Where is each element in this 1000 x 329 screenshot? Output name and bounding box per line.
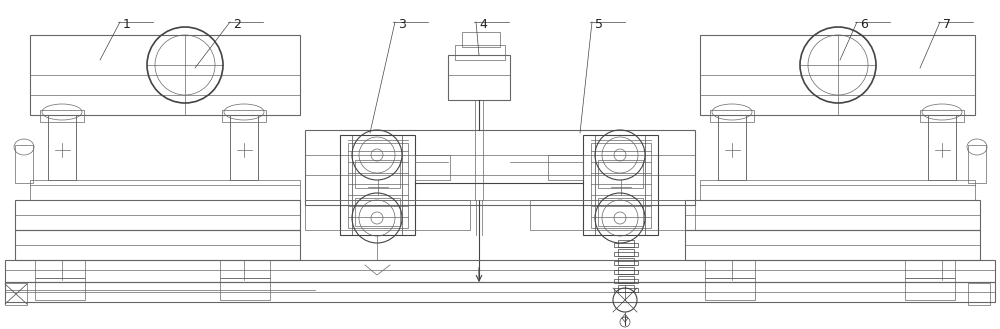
Text: 1: 1	[123, 18, 131, 31]
Bar	[614, 243, 638, 247]
Bar	[220, 278, 270, 300]
Bar	[700, 35, 975, 115]
Bar	[968, 283, 990, 305]
Bar	[618, 240, 634, 247]
Text: 5: 5	[595, 18, 603, 31]
Bar	[685, 200, 980, 230]
Bar	[220, 260, 270, 278]
Bar	[583, 135, 658, 235]
Bar	[548, 155, 583, 180]
Bar	[618, 276, 634, 283]
Bar	[30, 180, 300, 200]
Bar	[5, 282, 995, 302]
Bar	[5, 283, 27, 305]
Bar	[15, 200, 300, 230]
Bar	[15, 145, 33, 183]
Bar	[614, 261, 638, 265]
Text: 3: 3	[398, 18, 406, 31]
Bar	[718, 115, 746, 180]
Bar	[928, 115, 956, 180]
Bar	[685, 230, 980, 260]
Bar	[415, 155, 450, 180]
Bar	[618, 285, 634, 292]
Bar	[905, 260, 955, 278]
Text: 7: 7	[943, 18, 951, 31]
Bar	[5, 260, 995, 282]
Bar	[614, 252, 638, 256]
Text: 6: 6	[860, 18, 868, 31]
Bar	[614, 279, 638, 283]
Bar	[598, 160, 643, 188]
Bar	[614, 270, 638, 274]
Bar	[455, 45, 505, 60]
Bar	[348, 143, 408, 228]
Bar	[305, 200, 470, 230]
Bar	[340, 135, 415, 235]
Bar	[230, 115, 258, 180]
Bar	[448, 55, 510, 100]
Bar	[355, 198, 400, 226]
Bar	[920, 110, 964, 122]
Bar	[700, 180, 975, 200]
Bar	[15, 230, 300, 260]
Bar	[222, 110, 266, 122]
Bar	[305, 130, 695, 205]
Bar	[614, 288, 638, 292]
Bar	[905, 278, 955, 300]
Bar	[35, 260, 85, 278]
Bar	[530, 200, 695, 230]
Bar	[30, 35, 300, 115]
Text: 4: 4	[479, 18, 487, 31]
Bar	[618, 267, 634, 274]
Bar	[710, 110, 754, 122]
Bar	[705, 260, 755, 278]
Text: 2: 2	[233, 18, 241, 31]
Bar	[40, 110, 84, 122]
Bar	[618, 249, 634, 256]
Bar	[48, 115, 76, 180]
Bar	[591, 143, 651, 228]
Bar	[618, 258, 634, 265]
Bar	[355, 160, 400, 188]
Bar	[35, 278, 85, 300]
Bar	[462, 32, 500, 47]
Bar	[598, 198, 643, 226]
Bar	[968, 145, 986, 183]
Bar	[705, 278, 755, 300]
